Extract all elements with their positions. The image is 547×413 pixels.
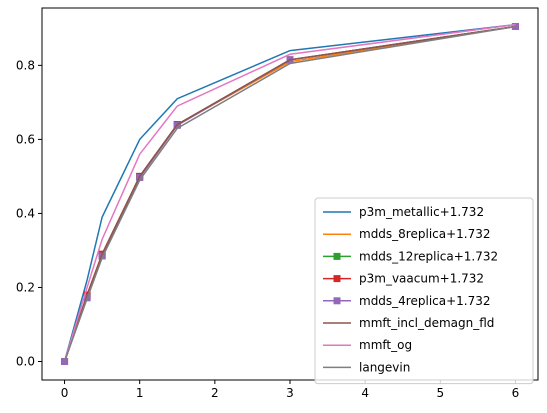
x-tick-label: 2 xyxy=(211,386,219,400)
x-tick-label: 0 xyxy=(61,386,69,400)
legend-box xyxy=(314,197,534,385)
legend-swatch-marker xyxy=(333,275,341,283)
x-tick-label: 1 xyxy=(136,386,144,400)
legend-item: mdds_4replica+1.732 xyxy=(323,294,491,308)
data-point xyxy=(61,357,69,365)
legend-label: langevin xyxy=(359,360,410,374)
y-tick-label: 0.0 xyxy=(16,354,35,368)
series-mmft_og xyxy=(63,23,516,362)
legend-item: mmft_incl_demagn_fld xyxy=(323,316,494,330)
series-langevin xyxy=(63,25,516,362)
legend-item: langevin xyxy=(323,360,410,374)
legend-item: mmft_og xyxy=(323,338,412,352)
x-tick-label: 4 xyxy=(361,386,369,400)
legend-item: p3m_vaacum+1.732 xyxy=(323,272,484,286)
series-mmft_incl_demagn_fld xyxy=(63,25,516,362)
y-tick-label: 0.8 xyxy=(16,58,35,72)
y-tick-label: 0.6 xyxy=(16,132,35,146)
series-p3m_metallic+1.732 xyxy=(63,23,516,362)
x-tick-label: 5 xyxy=(436,386,444,400)
data-point xyxy=(511,23,519,31)
legend-label: p3m_metallic+1.732 xyxy=(359,205,484,219)
legend-item: mdds_12replica+1.732 xyxy=(323,249,498,263)
legend-item: mdds_8replica+1.732 xyxy=(323,227,491,241)
series-line xyxy=(63,23,516,362)
legend-item: p3m_metallic+1.732 xyxy=(323,205,484,219)
x-tick-label: 6 xyxy=(512,386,520,400)
series-line xyxy=(63,25,516,362)
legend-label: mmft_incl_demagn_fld xyxy=(359,316,494,330)
series-line xyxy=(63,25,516,362)
legend: p3m_metallic+1.732 mdds_8replica+1.732mdd… xyxy=(314,197,534,385)
y-tick-label: 0.2 xyxy=(16,280,35,294)
legend-label: mdds_8replica+1.732 xyxy=(359,227,491,241)
legend-label: p3m_vaacum+1.732 xyxy=(359,272,484,286)
legend-label: mdds_12replica+1.732 xyxy=(359,249,498,263)
legend-label: mdds_4replica+1.732 xyxy=(359,294,491,308)
plot-series-group xyxy=(61,23,519,365)
y-axis: 0.0 0.2 0.4 0.6 0.8 xyxy=(16,58,42,368)
legend-label: mmft_og xyxy=(359,338,412,352)
legend-swatch-marker xyxy=(333,252,341,260)
y-tick-label: 0.4 xyxy=(16,206,35,220)
legend-swatch-marker xyxy=(333,297,341,305)
x-tick-label: 3 xyxy=(286,386,294,400)
series-line xyxy=(63,23,516,362)
